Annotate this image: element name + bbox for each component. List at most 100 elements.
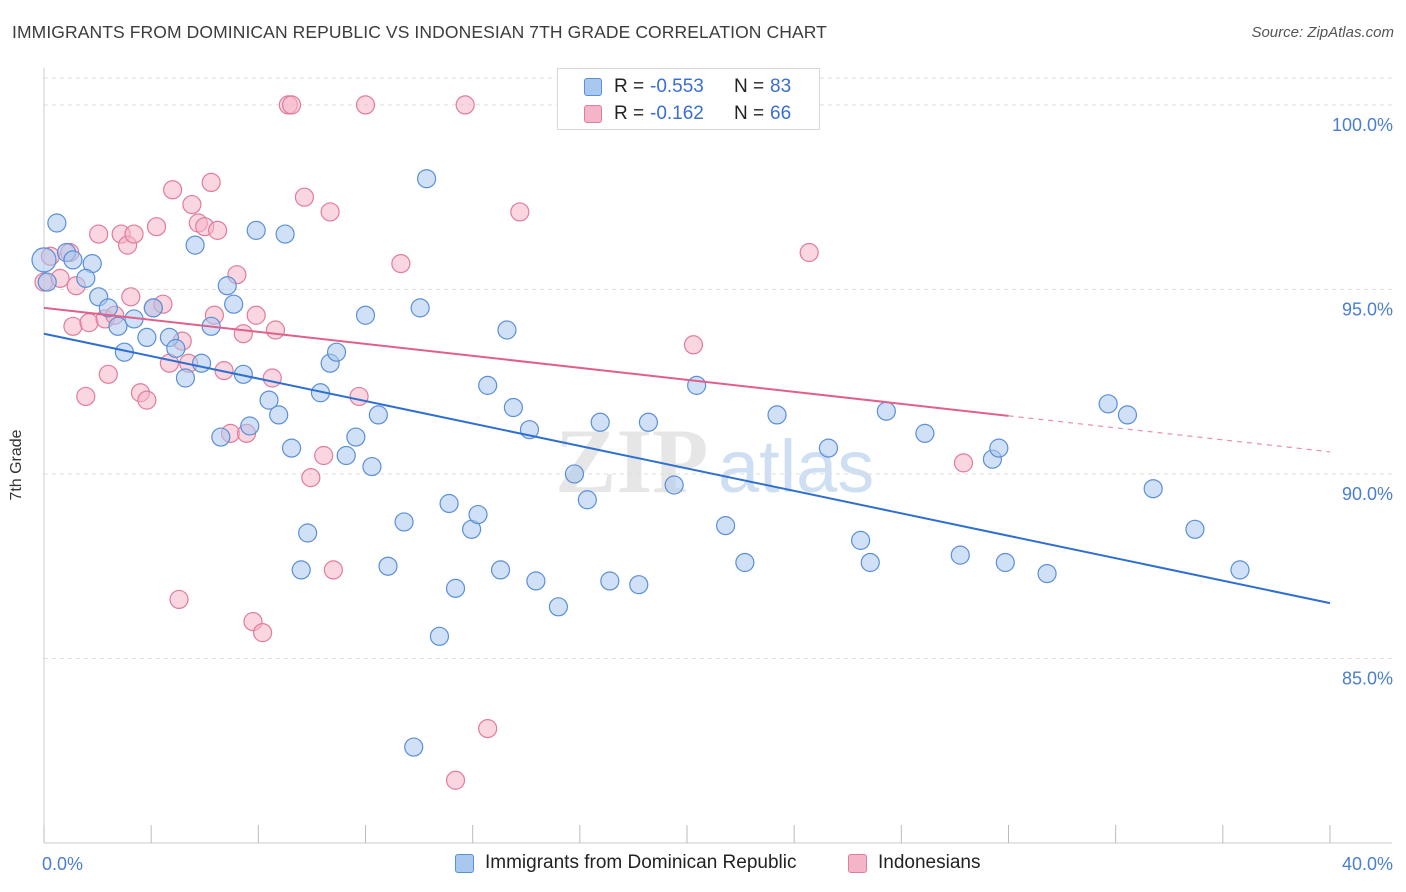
dominican-point [326,342,347,362]
dominican-point [346,427,366,447]
legend-swatch-blue [584,78,602,96]
dominican-point [715,516,736,536]
indonesians-point [233,324,253,344]
dominican-point [37,272,57,292]
indonesians-point [262,368,282,388]
dominican-point [394,512,414,532]
indonesians-point [478,718,498,739]
dominican-points [31,169,1250,757]
dominican-point [362,456,382,477]
watermark-zip: ZIP [555,410,708,512]
legend-n-value: 83 [770,76,792,97]
dominican-point [98,298,118,318]
legend-row-indonesians: R = -0.162 N = 66 [558,101,819,127]
dominican-point [211,427,231,447]
dominican-point [687,375,707,395]
dominican-point [989,438,1009,458]
legend-row-dominican: R = -0.553 N = 83 [558,74,819,100]
indonesians-point [301,468,321,488]
legend-n-label: N = [734,76,765,97]
indonesians-point [146,217,167,237]
dominican-point [478,375,498,395]
dominican-point [1143,479,1163,499]
dominican-point [860,552,880,573]
dominican-point [137,327,157,348]
indonesians-point [445,770,466,790]
dominican-point [368,405,388,425]
bottom-legend-label: Immigrants from Dominican Republic [485,852,797,873]
dominican-point [950,545,970,565]
dominican-point [577,490,597,510]
watermark-atlas: atlas [718,425,874,508]
dominican-point [108,316,128,336]
legend-swatch-pink [584,105,602,123]
y-tick-label: 90.0% [1342,484,1393,504]
indonesians-point [169,589,189,610]
dominican-point [336,445,356,466]
indonesians-point [124,224,144,244]
chart-title: IMMIGRANTS FROM DOMINICAN REPUBLIC VS IN… [12,22,827,42]
bottom-legend-label: Indonesians [878,852,981,873]
indonesians-point [63,316,83,336]
indonesians-trend-line [43,306,1009,417]
dominican-point [240,416,260,436]
dominican-point [429,626,450,646]
dominican-point [76,268,96,288]
dominican-point [410,298,430,318]
dominican-point [1230,560,1250,580]
indonesians-point [253,623,273,643]
dominican-point [378,556,398,576]
y-tick-label: 100.0% [1332,115,1393,135]
dominican-point [526,571,546,591]
dominican-point [851,530,871,550]
indonesians-point [246,305,266,325]
indonesians-point [208,220,228,240]
dominican-point [259,390,279,410]
indonesians-point [137,390,157,410]
indonesians-point [98,364,118,384]
indonesians-point [349,386,369,407]
indonesians-point [799,242,819,263]
indonesians-point [953,453,974,473]
indonesians-point [323,560,343,580]
dominican-point [355,305,376,325]
indonesians-point [281,95,302,115]
legend-r-label: R = [614,76,645,97]
dominican-point [275,224,295,244]
indonesians-point [76,386,96,407]
dominican-point [298,523,318,543]
dominican-point [503,397,523,418]
dominican-point [31,247,57,273]
dominican-point [735,552,755,573]
legend-n-label: N = [734,103,765,124]
dominican-point [490,560,511,580]
dominican-point [1185,519,1205,539]
legend-r-value: -0.553 [650,76,704,97]
dominican-point [876,401,896,421]
indonesians-point [182,194,202,215]
dominican-point [291,560,311,580]
indonesians-point [163,180,183,200]
x-tick-label-max: 40.0% [1342,854,1393,874]
dominican-point [63,250,83,270]
dominican-point [166,338,186,359]
indonesians-point [89,224,109,244]
correlation-legend: R = -0.553 N = 83 R = -0.162 N = 66 [557,68,820,130]
dominican-point [143,298,163,318]
indonesians-point [510,202,530,222]
indonesians-point [265,320,286,340]
dominican-point [191,353,212,373]
dominican-point [404,737,424,757]
indonesians-point [683,335,704,355]
dominican-point [638,412,659,432]
dominican-point [281,438,302,458]
dominican-point [629,575,649,595]
dominican-point [47,213,67,233]
legend-n-value: 66 [770,103,792,124]
dominican-point [767,405,787,425]
dominican-point [224,294,244,314]
x-tick-label-min: 0.0% [42,854,83,874]
dominican-point [995,552,1015,573]
indonesians-trend-line-extension [1008,415,1331,453]
dominican-point [600,571,620,591]
